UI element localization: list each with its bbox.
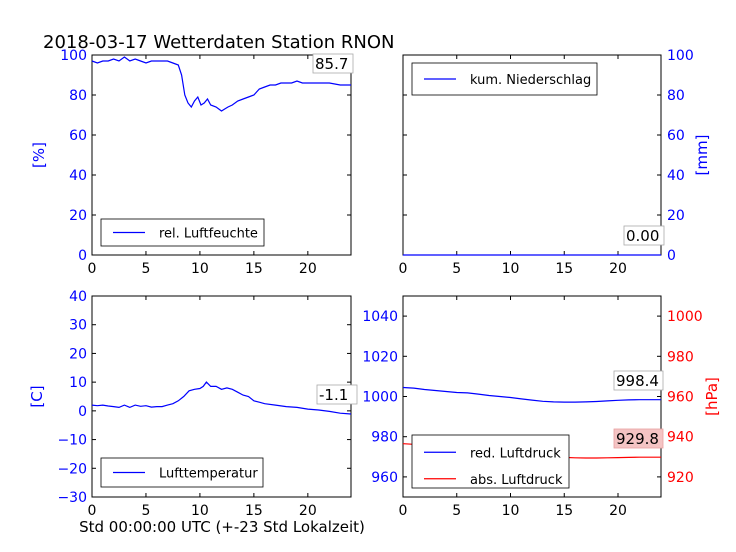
value-readout: -1.1 [319, 386, 348, 404]
legend-label: rel. Luftfeuchte [159, 227, 258, 242]
y-tick-label: 20 [69, 346, 87, 362]
y-tick-label: 0 [78, 248, 87, 264]
y-right-tick-label: 940 [667, 430, 694, 446]
series-line-0 [402, 386, 661, 403]
x-tick-label: 10 [502, 503, 520, 519]
y-axis-label: [C] [28, 385, 46, 407]
y-tick-label: 20 [69, 208, 87, 224]
x-axis-label: Std 00:00:00 UTC (+-23 Std Lokalzeit) [79, 518, 365, 536]
y-axis-label: [mm] [693, 135, 711, 176]
value-readout: 929.8 [616, 430, 659, 448]
chart-panel-top-left: 0 5 10 15 20 0 20 40 60 80 100 [%] rel. Luftfeuchte 8… [30, 48, 354, 277]
y-axis-label: [hPa] [703, 377, 721, 416]
y-tick-label: 960 [371, 470, 398, 486]
y-axis-label: [%] [30, 142, 48, 168]
y-tick-label: 0 [78, 404, 87, 420]
value-readout: 998.4 [616, 372, 659, 390]
y-right-tick-label: 920 [667, 470, 694, 486]
y-tick-label: 60 [667, 128, 685, 144]
x-tick-label: 5 [141, 261, 150, 277]
y-tick-label: 20 [667, 208, 685, 224]
value-readout-box [613, 428, 664, 449]
legend-label: abs. Luftdruck [470, 473, 563, 488]
x-tick-label: 0 [88, 503, 97, 519]
x-tick-label: 20 [299, 261, 317, 277]
y-tick-label: 80 [667, 88, 685, 104]
value-readout-box [312, 53, 354, 74]
x-tick-label: 20 [609, 503, 627, 519]
value-readout-box [316, 384, 358, 405]
value-readout-box [623, 225, 665, 246]
y-tick-label: 1040 [362, 309, 398, 325]
chart-panel-bottom-right: 0 5 10 15 20 960 980 1000 1020 1040 920 940 960 980 10… [362, 295, 721, 519]
y-tick-label: 30 [69, 318, 87, 334]
y-right-tick-label: 1000 [667, 309, 703, 325]
value-readout-box [613, 370, 664, 391]
x-tick-label: 0 [399, 503, 408, 519]
legend-label: Lufttemperatur [159, 467, 258, 482]
x-tick-label: 20 [299, 503, 317, 519]
y-tick-label: 40 [667, 168, 685, 184]
y-tick-label: 0 [667, 248, 676, 264]
series-line-0 [91, 56, 351, 112]
legend-label: kum. Niederschlag [470, 73, 591, 88]
x-tick-label: 5 [452, 261, 461, 277]
value-readout: 0.00 [626, 227, 659, 245]
x-tick-label: 15 [555, 261, 573, 277]
x-tick-label: 5 [452, 503, 461, 519]
y-tick-label: 100 [667, 48, 694, 64]
x-tick-label: 10 [191, 503, 209, 519]
y-right-tick-label: 980 [667, 349, 694, 365]
y-tick-label: 40 [69, 168, 87, 184]
y-tick-label: 40 [69, 289, 87, 305]
chart-panel-top-right: 0 5 10 15 20 0 20 40 60 80 100 [mm] kum. Niederschla… [399, 48, 711, 277]
y-tick-label: 80 [69, 88, 87, 104]
x-tick-label: 15 [245, 503, 263, 519]
y-tick-label: −30 [57, 490, 87, 506]
x-tick-label: 0 [88, 261, 97, 277]
y-tick-label: 980 [371, 430, 398, 446]
y-tick-label: 1020 [362, 349, 398, 365]
value-readout: 85.7 [315, 55, 348, 73]
y-tick-label: 1000 [362, 390, 398, 406]
x-tick-label: 20 [609, 261, 627, 277]
y-tick-label: −20 [57, 461, 87, 477]
x-tick-label: 5 [141, 503, 150, 519]
y-right-tick-label: 960 [667, 390, 694, 406]
y-tick-label: 100 [60, 48, 87, 64]
y-tick-label: −10 [57, 433, 87, 449]
x-tick-label: 15 [245, 261, 263, 277]
figure-title: 2018-03-17 Wetterdaten Station RNON [43, 32, 394, 53]
y-tick-label: 60 [69, 128, 87, 144]
chart-panel-bottom-left: 0 5 10 15 20 −30 −20 −10 0 10 20 30 40 [C] Lufttempera… [28, 289, 358, 519]
x-tick-label: 0 [399, 261, 408, 277]
y-tick-label: 10 [69, 375, 87, 391]
plot-frame [91, 54, 352, 256]
x-tick-label: 10 [502, 261, 520, 277]
series-line-0 [91, 381, 352, 415]
x-tick-label: 10 [191, 261, 209, 277]
legend-label: red. Luftdruck [470, 446, 561, 461]
x-tick-label: 15 [555, 503, 573, 519]
